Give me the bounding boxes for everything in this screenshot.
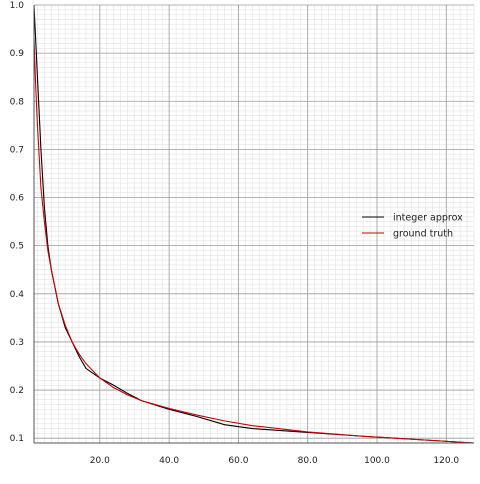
x-tick-label: 100.0 (364, 456, 390, 466)
x-tick-label: 120.0 (433, 456, 459, 466)
legend-label-1: ground truth (393, 229, 453, 240)
series-line-1 (33, 38, 475, 444)
y-tick-label: 0.1 (10, 434, 24, 444)
x-tick-label: 40.0 (159, 456, 179, 466)
legend: integer approx ground truth (362, 213, 463, 240)
x-tick-label: 60.0 (228, 456, 248, 466)
y-tick-label: 0.4 (10, 290, 25, 300)
x-tick-label: 20.0 (90, 456, 110, 466)
y-tick-label: 0.2 (10, 386, 24, 396)
y-tick-label: 0.9 (10, 49, 25, 59)
axes (33, 5, 474, 444)
y-tick-label: 0.3 (10, 338, 24, 348)
y-tick-label: 1.0 (10, 1, 25, 11)
x-tick-label: 80.0 (298, 456, 318, 466)
minor-grid (34, 5, 475, 443)
y-tick-label: 0.6 (10, 194, 25, 204)
y-tick-label: 0.7 (10, 145, 24, 155)
y-tick-label: 0.8 (10, 97, 25, 107)
legend-label-0: integer approx (393, 213, 463, 224)
tick-labels: 20.0 40.0 60.0 80.0 100.0 120.0 0.1 0.2 0.3 0.4 0.… (10, 1, 460, 466)
major-grid (34, 4, 474, 443)
series-layer (33, 4, 475, 444)
y-tick-label: 0.5 (10, 242, 24, 252)
